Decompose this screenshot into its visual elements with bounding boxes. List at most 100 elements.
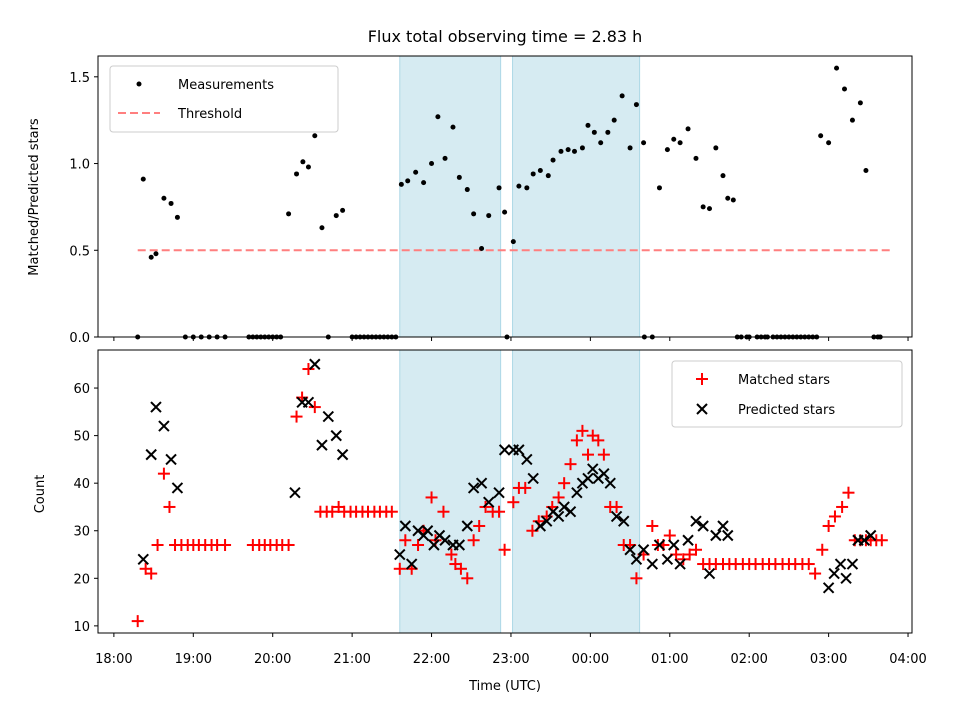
predicted-star-stroke <box>618 515 630 527</box>
predicted-star-stroke <box>461 520 473 532</box>
predicted-star-stroke <box>309 358 321 370</box>
bottom-x-tick-label: 19:00 <box>175 652 212 667</box>
predicted-star-point <box>846 558 859 570</box>
measurement-point <box>464 187 470 193</box>
measurement-point <box>294 171 300 177</box>
measurement-point <box>153 251 159 257</box>
bottom-x-tick-label: 03:00 <box>810 652 847 667</box>
predicted-star-stroke <box>521 453 533 466</box>
measurement-point <box>826 140 832 146</box>
predicted-star-stroke <box>336 448 349 461</box>
matched-star-point <box>131 615 144 628</box>
top-shaded-interval <box>399 55 502 338</box>
bottom-x-tick-label: 18:00 <box>95 652 132 667</box>
measurement-point <box>619 93 625 99</box>
matched-star-point <box>445 548 458 561</box>
predicted-star-stroke <box>439 534 451 546</box>
predicted-star-point <box>453 539 466 551</box>
predicted-star-point <box>428 539 440 551</box>
matched-star-point <box>157 467 170 480</box>
measurement-point <box>693 155 699 161</box>
matched-star-point <box>493 505 506 518</box>
predicted-star-stroke <box>822 582 835 594</box>
matched-star-point <box>683 548 696 561</box>
matched-star-point <box>646 519 659 532</box>
measurement-point <box>585 122 591 128</box>
matched-star-point <box>836 500 849 513</box>
matched-star-point <box>467 534 480 547</box>
bottom-shaded-interval <box>399 349 502 634</box>
bottom-y-tick-label: 60 <box>73 382 90 397</box>
x-axis-label: Time (UTC) <box>468 679 541 694</box>
measurement-point <box>818 133 824 139</box>
matched-star-point <box>437 505 450 518</box>
measurement-point <box>471 211 477 217</box>
predicted-star-stroke <box>405 558 418 570</box>
measurement-point <box>713 145 719 151</box>
predicted-star-stroke <box>598 467 610 480</box>
measurement-point <box>849 117 855 123</box>
predicted-star-stroke <box>498 444 511 456</box>
predicted-star-stroke <box>682 534 694 546</box>
predicted-star-stroke <box>150 401 162 413</box>
predicted-star-point <box>822 582 835 594</box>
predicted-star-point <box>421 525 434 537</box>
predicted-star-stroke <box>582 472 594 485</box>
predicted-star-stroke <box>513 444 525 456</box>
predicted-star-stroke <box>158 420 170 432</box>
matched-star-point <box>498 543 511 556</box>
predicted-star-point <box>703 567 716 580</box>
predicted-star-point <box>540 515 553 527</box>
measurement-point <box>565 147 571 153</box>
top-axes-frame <box>97 55 913 338</box>
measurement-point <box>550 157 556 163</box>
predicted-star-stroke <box>547 506 559 518</box>
predicted-star-point <box>598 467 610 480</box>
predicted-star-point <box>571 486 583 499</box>
chart-title: Flux total observing time = 2.83 h <box>368 27 643 46</box>
predicted-star-stroke <box>475 477 488 489</box>
bottom-x-tick-label: 02:00 <box>730 652 767 667</box>
matched-star-point <box>412 539 425 552</box>
top-y-tick-label: 0.5 <box>69 244 90 259</box>
predicted-star-stroke <box>653 539 666 551</box>
measurement-point <box>421 180 427 186</box>
predicted-star-point <box>322 410 335 423</box>
measurement-point <box>479 246 485 252</box>
predicted-star-stroke <box>697 520 709 532</box>
bottom-y-tick-label: 50 <box>73 430 90 445</box>
measurement-point <box>333 213 339 219</box>
measurement-point <box>591 129 597 135</box>
measurement-point <box>598 140 604 146</box>
measurement-point <box>857 100 863 106</box>
predicted-star-point <box>461 520 473 532</box>
measurement-point <box>305 164 311 170</box>
measurement-point <box>174 214 180 220</box>
predicted-star-stroke <box>145 448 157 461</box>
measurement-point <box>168 200 174 206</box>
bottom-x-tick-label: 00:00 <box>572 652 609 667</box>
matched-star-point <box>842 486 855 499</box>
predicted-star-stroke <box>846 558 859 570</box>
top-y-tick-label: 1.5 <box>69 71 90 86</box>
predicted-star-stroke <box>302 396 315 409</box>
predicted-star-point <box>834 558 847 570</box>
predicted-star-stroke <box>330 429 342 442</box>
predicted-star-stroke <box>604 477 616 489</box>
predicted-star-stroke <box>552 510 565 523</box>
predicted-star-stroke <box>394 548 406 561</box>
measurement-point <box>579 145 585 151</box>
matched-star-point <box>385 505 398 518</box>
predicted-star-stroke <box>483 496 495 508</box>
matched-star-point <box>802 558 815 571</box>
predicted-star-stroke <box>453 539 466 551</box>
bottom-panel: 10 20 30 40 50 60 18:00 19:00 20:00 21:00 22:00 23… <box>33 349 927 694</box>
matched-star-point <box>558 477 571 490</box>
bottom-y-tick-label: 20 <box>73 572 90 587</box>
predicted-star-point <box>582 472 594 485</box>
top-panel: Flux total observing time = 2.83 h 0.00.… <box>27 27 913 346</box>
predicted-star-stroke <box>834 558 847 570</box>
predicted-star-point <box>828 567 840 580</box>
predicted-star-stroke <box>864 529 877 542</box>
